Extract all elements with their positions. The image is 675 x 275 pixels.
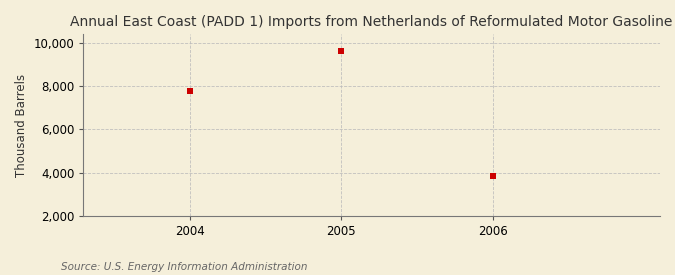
Point xyxy=(336,48,347,53)
Y-axis label: Thousand Barrels: Thousand Barrels xyxy=(15,74,28,177)
Point xyxy=(184,89,195,93)
Title: Annual East Coast (PADD 1) Imports from Netherlands of Reformulated Motor Gasoli: Annual East Coast (PADD 1) Imports from … xyxy=(70,15,673,29)
Point xyxy=(487,174,498,178)
Text: Source: U.S. Energy Information Administration: Source: U.S. Energy Information Administ… xyxy=(61,262,307,272)
